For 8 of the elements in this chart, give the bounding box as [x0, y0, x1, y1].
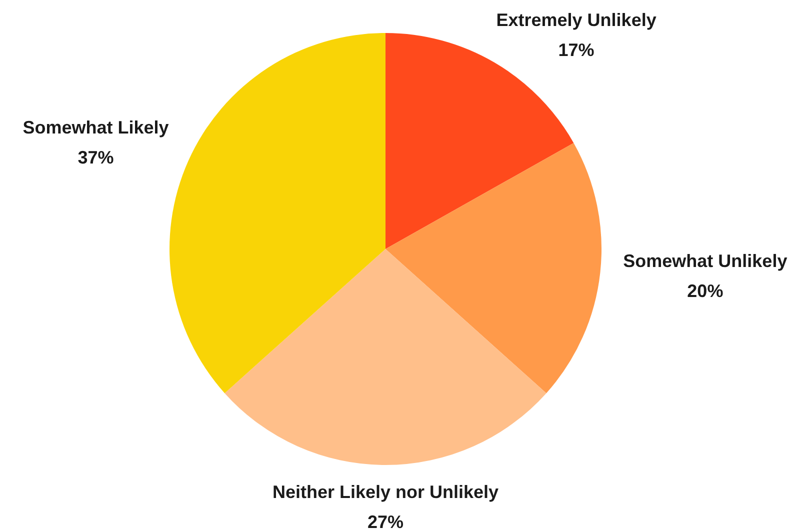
- data-label: 17%: [558, 40, 594, 60]
- slice-label: Somewhat Unlikely: [623, 251, 788, 272]
- slice-label: Neither Likely nor Unlikely: [272, 482, 499, 502]
- data-label: 27%: [367, 512, 404, 531]
- data-label: 37%: [78, 147, 114, 168]
- data-label: 20%: [687, 281, 724, 302]
- slice-label: Somewhat Likely: [22, 117, 169, 138]
- slice-label: Extremely Unlikely: [496, 10, 656, 30]
